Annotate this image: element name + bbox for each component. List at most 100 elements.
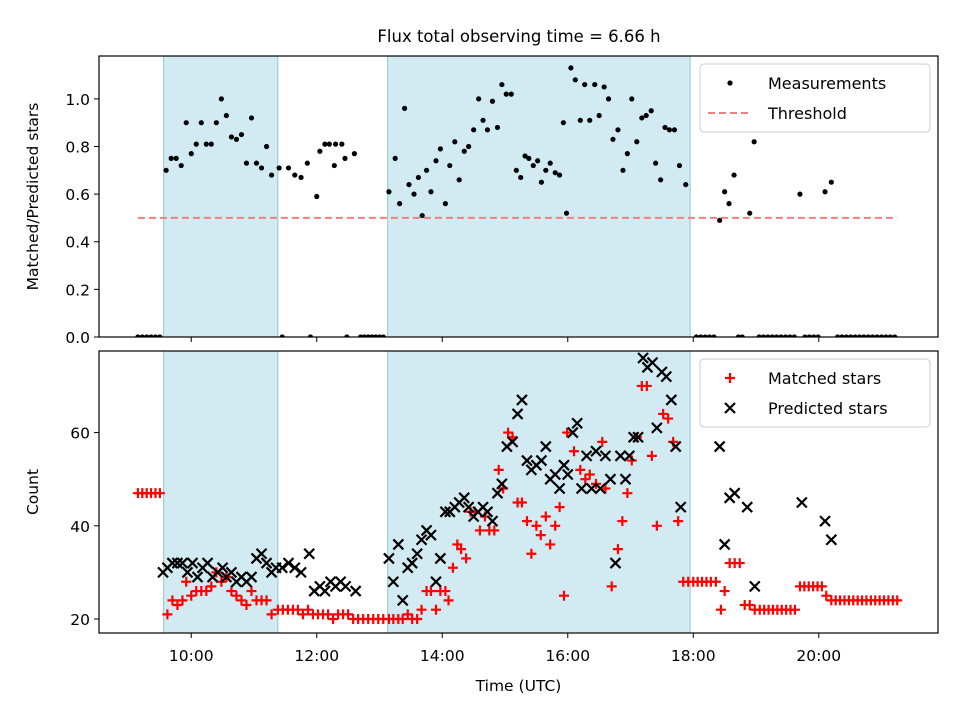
data-point: [796, 496, 808, 509]
data-point: [201, 586, 212, 597]
data-point: [620, 167, 626, 173]
data-point: [181, 576, 192, 587]
data-point: [756, 334, 762, 337]
data-point: [261, 595, 272, 606]
data-point: [731, 172, 737, 178]
data-point: [406, 557, 418, 569]
data-point: [816, 581, 827, 592]
data-point: [481, 506, 494, 518]
data-point: [513, 167, 519, 173]
x-axis-label: Time (UTC): [475, 677, 562, 695]
data-point: [580, 450, 593, 462]
data-point: [484, 127, 491, 133]
data-point: [673, 516, 684, 527]
data-point: [549, 468, 561, 481]
data-point: [246, 586, 257, 597]
data-point: [303, 547, 315, 560]
data-point: [326, 141, 332, 147]
data-point: [568, 65, 574, 71]
data-point: [639, 115, 645, 121]
data-point: [339, 141, 345, 147]
legend-marker: [727, 80, 733, 86]
data-point: [447, 562, 458, 573]
data-point: [292, 172, 298, 178]
legend-box: [699, 358, 931, 428]
data-point: [292, 604, 303, 615]
data-point: [461, 148, 467, 154]
plot-area: [132, 351, 903, 633]
data-point: [302, 604, 313, 615]
data-point: [474, 525, 485, 536]
plot-area: [135, 56, 898, 337]
axes-frame: [98, 55, 939, 338]
data-point: [443, 595, 454, 606]
data-point: [683, 181, 689, 188]
data-point: [706, 334, 713, 337]
data-point: [554, 502, 565, 513]
data-point: [428, 189, 434, 195]
data-point: [135, 334, 141, 337]
data-point: [172, 600, 183, 611]
data-point: [276, 561, 289, 574]
legend-label: Matched stars: [768, 369, 881, 388]
data-point: [610, 136, 616, 142]
data-point: [203, 141, 209, 147]
data-point: [637, 352, 649, 364]
shaded-interval: [163, 351, 279, 633]
data-point: [561, 468, 574, 481]
data-point: [397, 614, 408, 625]
data-point: [386, 189, 392, 195]
data-point: [535, 530, 546, 541]
data-point: [662, 124, 668, 131]
data-point: [178, 162, 184, 169]
data-point: [791, 334, 797, 337]
data-point: [622, 488, 633, 499]
data-point: [276, 165, 282, 171]
data-point: [604, 473, 617, 485]
data-point: [349, 585, 362, 597]
data-point: [815, 334, 821, 337]
data-point: [617, 516, 628, 527]
data-point: [870, 334, 876, 337]
data-point: [892, 334, 898, 337]
data-point: [558, 459, 570, 471]
y-tick-label: 0.8: [65, 138, 90, 156]
data-point: [632, 431, 644, 444]
data-point: [744, 600, 755, 611]
data-point: [715, 604, 726, 615]
data-point: [646, 356, 659, 369]
data-point: [226, 586, 237, 597]
data-point: [739, 334, 745, 337]
data-point: [466, 143, 472, 150]
data-point: [322, 141, 328, 147]
data-point: [521, 454, 533, 467]
y-tick-label: 20: [70, 611, 90, 629]
data-point: [769, 334, 775, 337]
data-point: [819, 515, 831, 527]
data-point: [208, 141, 214, 147]
data-point: [711, 334, 717, 337]
data-point: [471, 127, 477, 133]
data-point: [531, 520, 542, 531]
x-tick-label: 18:00: [671, 647, 716, 665]
data-point: [563, 210, 570, 216]
data-point: [765, 334, 771, 337]
data-point: [255, 547, 268, 560]
data-point: [430, 604, 441, 615]
data-point: [623, 450, 636, 462]
data-point: [748, 580, 761, 593]
data-point: [402, 105, 408, 111]
data-point: [268, 172, 275, 178]
data-point: [717, 217, 723, 223]
data-point: [560, 120, 566, 126]
data-point: [606, 581, 617, 592]
data-point: [615, 127, 621, 133]
data-point: [171, 557, 184, 569]
data-point: [751, 139, 757, 145]
data-point: [789, 604, 800, 615]
data-point: [600, 483, 611, 494]
data-point: [433, 158, 439, 164]
data-point: [605, 96, 612, 102]
data-point: [728, 487, 741, 499]
